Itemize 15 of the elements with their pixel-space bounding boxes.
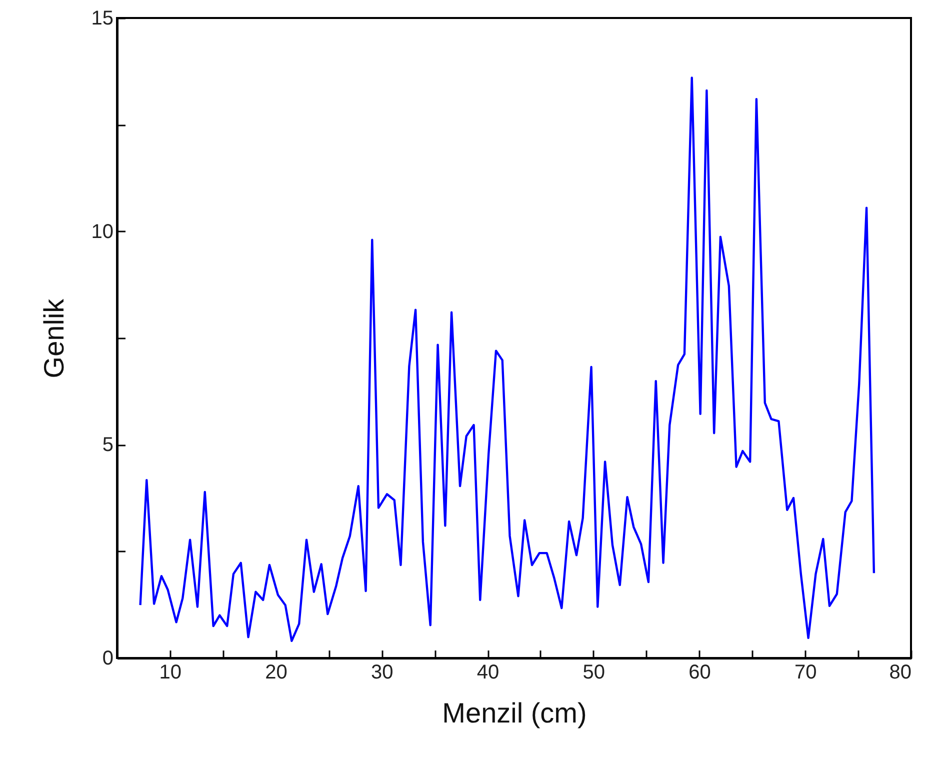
y-tick-label: 5 (102, 434, 114, 456)
x-tick-label: 20 (265, 662, 288, 684)
x-tick-label: 40 (476, 662, 500, 684)
y-tick-label: 15 (91, 8, 114, 30)
x-tick-label: 30 (371, 662, 394, 684)
x-tick-label: 60 (688, 662, 711, 684)
x-axis-title: Menzil (cm) (442, 698, 587, 728)
x-tick-label: 70 (794, 662, 817, 684)
line-series (139, 76, 876, 642)
x-tick-label: 50 (582, 662, 606, 684)
x-tick-label: 80 (889, 662, 912, 684)
x-tick-label: 10 (159, 662, 182, 684)
y-tick-label: 0 (102, 648, 114, 670)
y-axis-title: Genlik (38, 298, 70, 378)
y-tick-label: 10 (91, 220, 114, 243)
